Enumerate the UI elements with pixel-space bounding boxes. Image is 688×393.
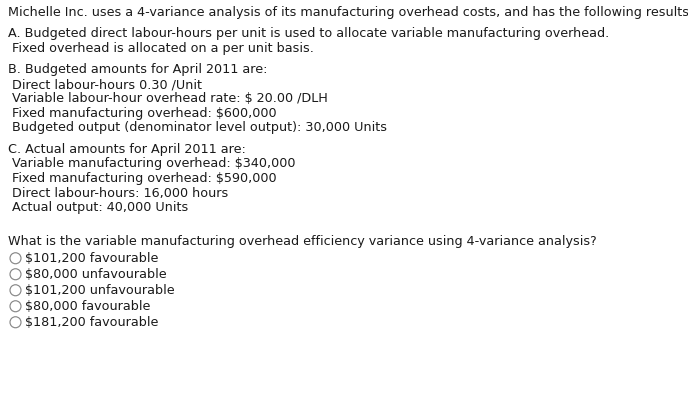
Text: B. Budgeted amounts for April 2011 are:: B. Budgeted amounts for April 2011 are:: [8, 64, 268, 77]
Text: What is the variable manufacturing overhead efficiency variance using 4-variance: What is the variable manufacturing overh…: [8, 235, 596, 248]
Text: Michelle Inc. uses a 4-variance analysis of its manufacturing overhead costs, an: Michelle Inc. uses a 4-variance analysis…: [8, 6, 688, 19]
Text: $101,200 unfavourable: $101,200 unfavourable: [25, 284, 175, 297]
Text: C. Actual amounts for April 2011 are:: C. Actual amounts for April 2011 are:: [8, 143, 246, 156]
Text: $80,000 favourable: $80,000 favourable: [25, 300, 151, 313]
Text: Budgeted output (denominator level output): 30,000 Units: Budgeted output (denominator level outpu…: [8, 121, 387, 134]
Text: $181,200 favourable: $181,200 favourable: [25, 316, 158, 329]
Text: Actual output: 40,000 Units: Actual output: 40,000 Units: [8, 201, 189, 214]
Text: Variable labour-hour overhead rate: $ 20.00 /DLH: Variable labour-hour overhead rate: $ 20…: [8, 92, 328, 105]
Text: A. Budgeted direct labour-hours per unit is used to allocate variable manufactur: A. Budgeted direct labour-hours per unit…: [8, 28, 610, 40]
Text: $101,200 favourable: $101,200 favourable: [25, 252, 158, 265]
Text: $80,000 unfavourable: $80,000 unfavourable: [25, 268, 166, 281]
Text: Fixed manufacturing overhead: $590,000: Fixed manufacturing overhead: $590,000: [8, 172, 277, 185]
Text: Variable manufacturing overhead: $340,000: Variable manufacturing overhead: $340,00…: [8, 158, 296, 171]
Text: Direct labour-hours: 16,000 hours: Direct labour-hours: 16,000 hours: [8, 187, 228, 200]
Text: Fixed manufacturing overhead: $600,000: Fixed manufacturing overhead: $600,000: [8, 107, 277, 120]
Text: Fixed overhead is allocated on a per unit basis.: Fixed overhead is allocated on a per uni…: [8, 42, 314, 55]
Text: Direct labour-hours 0.30 /Unit: Direct labour-hours 0.30 /Unit: [8, 78, 202, 91]
